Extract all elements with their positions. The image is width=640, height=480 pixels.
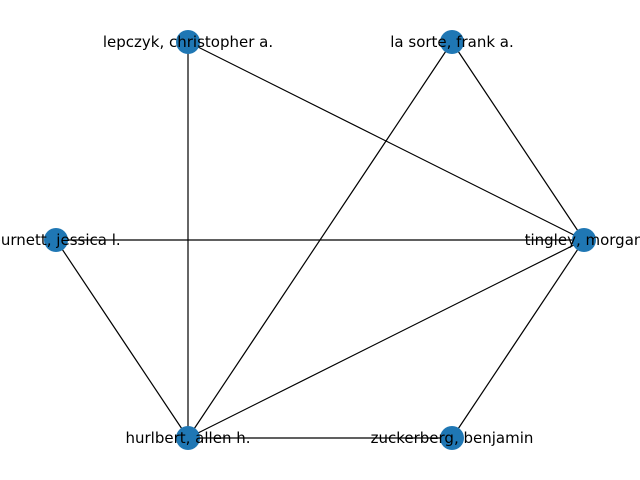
node-hurlbert (176, 426, 200, 450)
node-lepczyk (176, 30, 200, 54)
edges-layer (55, 41, 585, 439)
nodes-layer (44, 30, 596, 450)
node-zuckerberg (440, 426, 464, 450)
labels-layer: lepczyk, christopher a. la sorte, frank a… (0, 33, 640, 447)
node-label-burnett: burnett, jessica l. (0, 231, 121, 249)
edge-tingley-hurlbert (187, 239, 585, 439)
edge-burnett-hurlbert (55, 239, 189, 439)
node-burnett (44, 228, 68, 252)
edge-lasorte-tingley (451, 41, 585, 241)
node-label-hurlbert: hurlbert, allen h. (126, 429, 251, 447)
node-label-lasorte: la sorte, frank a. (390, 33, 514, 51)
node-label-lepczyk: lepczyk, christopher a. (103, 33, 273, 51)
node-label-tingley: tingley, morgan (525, 231, 640, 249)
node-tingley (572, 228, 596, 252)
node-label-zuckerberg: zuckerberg, benjamin (371, 429, 534, 447)
edge-tingley-zuckerberg (451, 239, 585, 439)
node-lasorte (440, 30, 464, 54)
